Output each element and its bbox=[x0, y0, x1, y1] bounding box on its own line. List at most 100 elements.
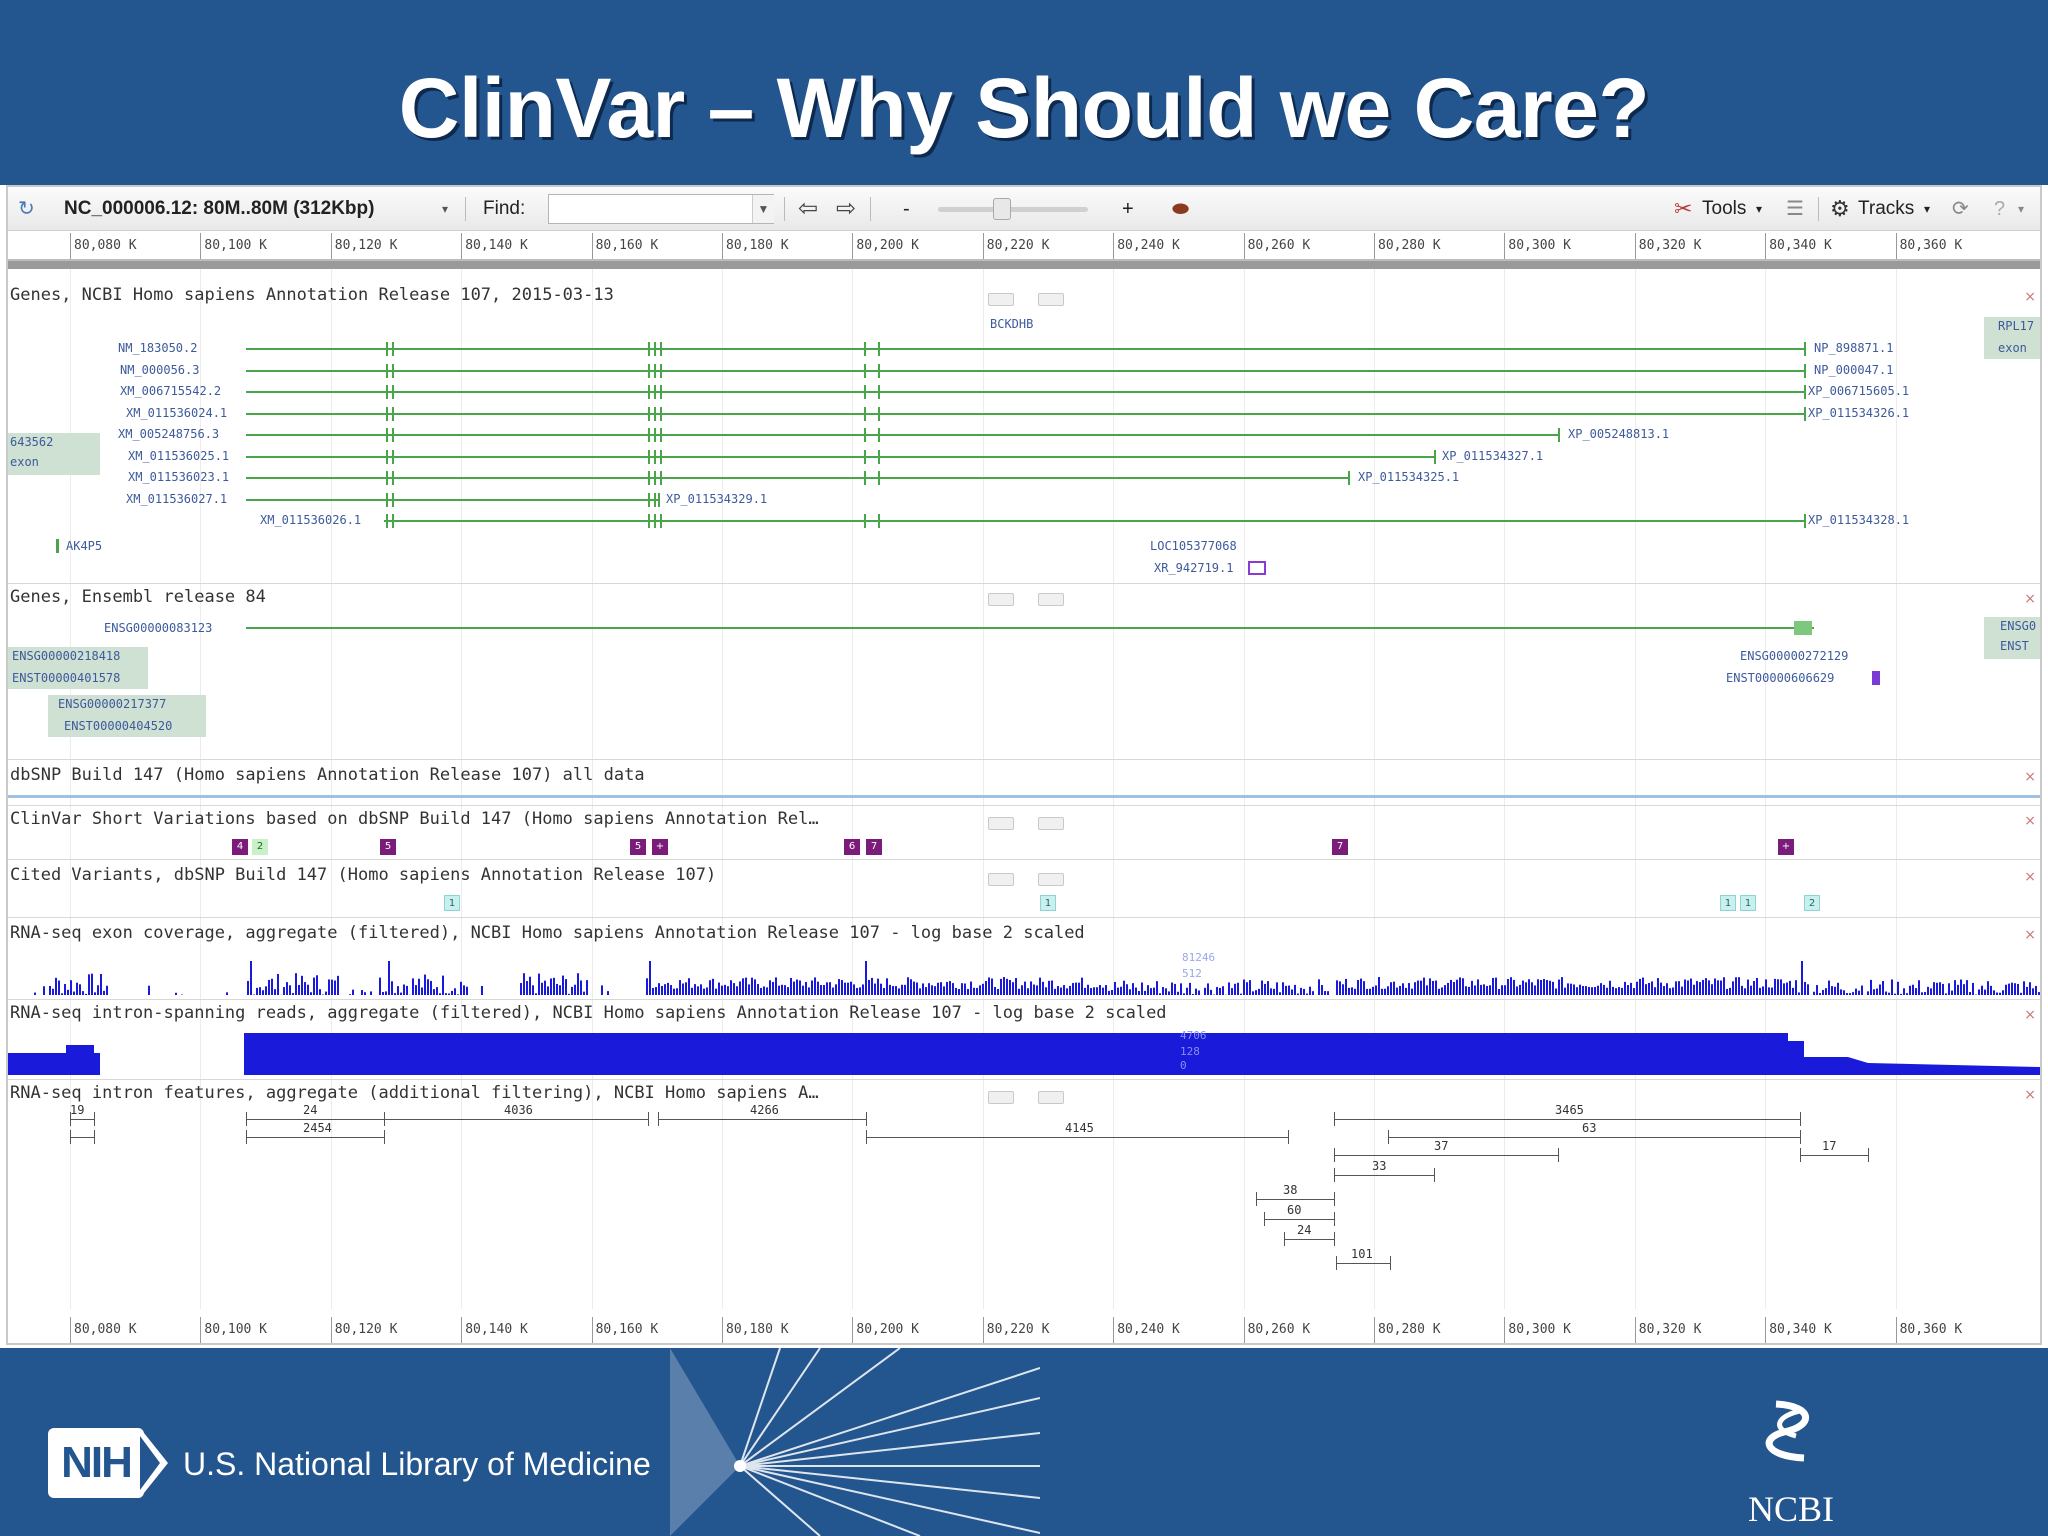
intron-reads-graph[interactable] bbox=[8, 1027, 2040, 1079]
refresh-icon[interactable]: ⟳ bbox=[1952, 198, 1969, 220]
close-icon[interactable]: × bbox=[2024, 591, 2036, 607]
find-dropdown-button[interactable]: ▼ bbox=[752, 195, 774, 223]
transcript-line[interactable] bbox=[246, 391, 1804, 393]
close-icon[interactable]: × bbox=[2024, 769, 2036, 785]
clinvar-variant[interactable]: 7 bbox=[1332, 839, 1348, 855]
clinvar-variant[interactable]: 6 bbox=[844, 839, 860, 855]
intron-feature[interactable] bbox=[1334, 1155, 1558, 1156]
intron-feature[interactable] bbox=[1334, 1119, 1800, 1120]
track-settings-button[interactable] bbox=[1038, 817, 1064, 830]
track-settings-button[interactable] bbox=[1038, 873, 1064, 886]
intron-feature[interactable] bbox=[70, 1137, 94, 1138]
clinvar-variant[interactable]: + bbox=[652, 839, 668, 855]
intron-feature[interactable] bbox=[1388, 1137, 1800, 1138]
transcript-label[interactable]: XM_011536024.1 bbox=[126, 405, 228, 420]
tools-icon[interactable]: ✂ bbox=[1674, 196, 1693, 221]
find-input[interactable] bbox=[548, 194, 774, 224]
zoom-slider-handle[interactable] bbox=[993, 198, 1011, 220]
aux-gene-label[interactable]: AK4P5 bbox=[66, 539, 103, 553]
ensembl-right-glyph[interactable] bbox=[1872, 671, 1880, 685]
protein-label[interactable]: XP_011534329.1 bbox=[666, 491, 768, 506]
help-icon[interactable]: ? bbox=[1994, 198, 2006, 220]
track-settings-button[interactable] bbox=[1038, 293, 1064, 306]
intron-feature[interactable] bbox=[1256, 1199, 1334, 1200]
gene-name-label[interactable]: BCKDHB bbox=[990, 317, 1034, 331]
track-settings-button[interactable] bbox=[1038, 1091, 1064, 1104]
transcript-line[interactable] bbox=[246, 477, 1348, 479]
close-icon[interactable]: × bbox=[2024, 1007, 2036, 1023]
dbsnp-density-line[interactable] bbox=[8, 795, 2040, 798]
intron-feature[interactable] bbox=[1334, 1175, 1434, 1176]
ensembl-gene-label[interactable]: ENSG00000083123 bbox=[104, 621, 213, 635]
pan-right-icon[interactable]: ⇨ bbox=[836, 195, 857, 222]
intron-feature[interactable] bbox=[866, 1137, 1288, 1138]
intron-feature[interactable] bbox=[1336, 1263, 1390, 1264]
cited-variant[interactable]: 1 bbox=[1740, 895, 1756, 911]
intron-feature[interactable] bbox=[658, 1119, 866, 1120]
transcript-line[interactable] bbox=[246, 498, 658, 501]
close-icon[interactable]: × bbox=[2024, 1087, 2036, 1103]
zoom-out-button[interactable]: - bbox=[903, 198, 910, 220]
aux-gene-marker[interactable] bbox=[56, 539, 59, 553]
back-icon[interactable]: ↻ bbox=[18, 198, 35, 220]
protein-label[interactable]: XP_006715605.1 bbox=[1808, 384, 1910, 398]
clinvar-variant[interactable]: 5 bbox=[380, 839, 396, 855]
loc-transcript-glyph[interactable] bbox=[1248, 561, 1266, 575]
cited-variant[interactable]: 1 bbox=[1040, 895, 1056, 911]
close-icon[interactable]: × bbox=[2024, 869, 2036, 885]
clinvar-variant[interactable]: + bbox=[1778, 839, 1794, 855]
track-collapse-button[interactable] bbox=[988, 1091, 1014, 1104]
transcript-label[interactable]: NM_183050.2 bbox=[118, 341, 198, 355]
protein-label[interactable]: NP_000047.1 bbox=[1814, 362, 1894, 377]
zoom-in-button[interactable]: + bbox=[1122, 198, 1134, 220]
transcript-label[interactable]: XM_006715542.2 bbox=[120, 384, 222, 398]
sequence-viewer[interactable]: ↻ NC_000006.12: 80M..80M (312Kbp) ▾ Find… bbox=[6, 185, 2042, 1345]
intron-feature[interactable] bbox=[246, 1119, 384, 1120]
tracks-menu[interactable]: Tracks bbox=[1858, 198, 1915, 219]
ensembl-left-box-2[interactable] bbox=[48, 695, 206, 737]
left-gene-box[interactable] bbox=[8, 433, 100, 475]
transcript-line[interactable] bbox=[246, 412, 1804, 415]
location-dropdown[interactable]: NC_000006.12: 80M..80M (312Kbp) bbox=[64, 198, 375, 219]
intron-feature[interactable] bbox=[384, 1119, 648, 1120]
protein-label[interactable]: XP_011534328.1 bbox=[1808, 513, 1910, 527]
intron-feature[interactable] bbox=[1800, 1155, 1868, 1156]
intron-feature[interactable] bbox=[1284, 1239, 1334, 1240]
track-collapse-button[interactable] bbox=[988, 593, 1014, 606]
chevron-down-icon[interactable]: ▾ bbox=[2018, 202, 2025, 216]
loc-gene-label[interactable]: LOC105377068 bbox=[1150, 539, 1237, 553]
tools-menu[interactable]: Tools bbox=[1702, 198, 1747, 219]
intron-feature[interactable] bbox=[70, 1119, 94, 1120]
intron-feature[interactable] bbox=[1264, 1219, 1334, 1220]
clinvar-variant[interactable]: 7 bbox=[866, 839, 882, 855]
close-icon[interactable]: × bbox=[2024, 927, 2036, 943]
position-overview-bar[interactable] bbox=[8, 259, 2040, 269]
exon-coverage-graph[interactable] bbox=[8, 947, 2040, 997]
chevron-down-icon[interactable]: ▾ bbox=[442, 202, 449, 216]
layout-icon[interactable]: ☰ bbox=[1786, 198, 1804, 220]
ensembl-gene-line[interactable] bbox=[246, 627, 1814, 629]
protein-label[interactable]: NP_898871.1 bbox=[1814, 341, 1894, 355]
cited-variant[interactable]: 1 bbox=[1720, 895, 1736, 911]
close-icon[interactable]: × bbox=[2024, 813, 2036, 829]
ensembl-right-gene[interactable]: ENSG00000272129 bbox=[1740, 649, 1849, 663]
transcript-line[interactable] bbox=[246, 434, 1558, 436]
intron-feature[interactable] bbox=[246, 1137, 384, 1138]
track-collapse-button[interactable] bbox=[988, 817, 1014, 830]
transcript-label[interactable]: XM_011536026.1 bbox=[260, 513, 362, 527]
transcript-line[interactable] bbox=[246, 455, 1434, 458]
ensembl-left-box[interactable] bbox=[8, 647, 148, 689]
transcript-label[interactable]: XM_011536025.1 bbox=[128, 448, 230, 463]
transcript-label[interactable]: XM_011536023.1 bbox=[128, 470, 230, 484]
ensembl-right-tx[interactable]: ENST00000606629 bbox=[1726, 671, 1835, 685]
loc-transcript-label[interactable]: XR_942719.1 bbox=[1154, 561, 1234, 575]
protein-label[interactable]: XP_011534325.1 bbox=[1358, 470, 1460, 484]
transcript-line[interactable] bbox=[384, 520, 1804, 522]
zoom-slider-track[interactable] bbox=[938, 207, 1088, 212]
clinvar-variant[interactable]: 5 bbox=[630, 839, 646, 855]
marker-icon[interactable]: ⬬ bbox=[1172, 198, 1190, 220]
transcript-label[interactable]: XM_011536027.1 bbox=[126, 491, 228, 506]
transcript-line[interactable] bbox=[246, 348, 1804, 350]
track-settings-button[interactable] bbox=[1038, 593, 1064, 606]
protein-label[interactable]: XP_005248813.1 bbox=[1568, 427, 1670, 441]
